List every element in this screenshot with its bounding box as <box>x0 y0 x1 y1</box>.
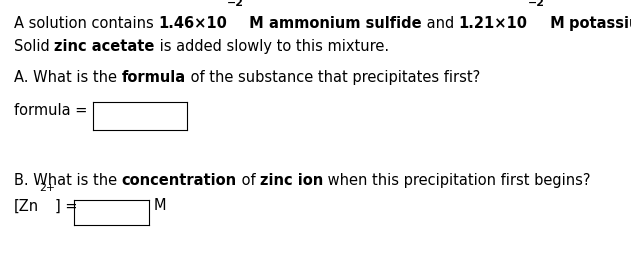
Text: M: M <box>545 16 569 31</box>
Text: B. What is the: B. What is the <box>14 173 122 188</box>
Text: of: of <box>237 173 260 188</box>
Text: and: and <box>422 16 459 31</box>
Text: zinc ion: zinc ion <box>260 173 323 188</box>
Text: 1.21×10: 1.21×10 <box>459 16 528 31</box>
Text: of the substance that precipitates first?: of the substance that precipitates first… <box>186 70 480 85</box>
Text: formula =: formula = <box>14 103 92 118</box>
Text: [Zn: [Zn <box>14 198 39 213</box>
Text: is added slowly to this mixture.: is added slowly to this mixture. <box>155 39 389 54</box>
Text: 2+: 2+ <box>39 183 55 193</box>
Text: potassium phosphate: potassium phosphate <box>569 16 631 31</box>
Text: ] =: ] = <box>55 198 78 213</box>
Text: Solid: Solid <box>14 39 54 54</box>
Text: ammonium sulfide: ammonium sulfide <box>269 16 422 31</box>
Text: when this precipitation first begins?: when this precipitation first begins? <box>323 173 591 188</box>
Text: M: M <box>244 16 269 31</box>
Text: zinc acetate: zinc acetate <box>54 39 155 54</box>
Text: M: M <box>154 198 167 213</box>
Text: −2: −2 <box>528 0 545 8</box>
Text: −2: −2 <box>227 0 244 8</box>
Text: 1.46×10: 1.46×10 <box>158 16 227 31</box>
Text: concentration: concentration <box>122 173 237 188</box>
Text: A solution contains: A solution contains <box>14 16 158 31</box>
Text: A. What is the: A. What is the <box>14 70 122 85</box>
Text: formula: formula <box>122 70 186 85</box>
